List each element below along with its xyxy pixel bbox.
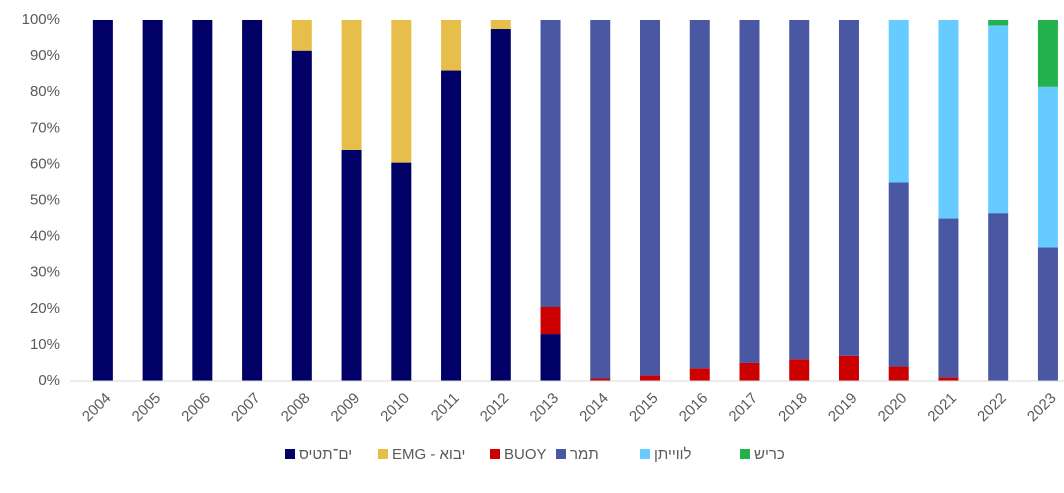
- legend-swatch: [640, 449, 650, 459]
- y-tick-label: 20%: [30, 300, 60, 317]
- x-tick-label: 2019: [825, 390, 861, 426]
- x-tick-label: 2015: [626, 390, 662, 426]
- legend-label: ים־תטיס: [299, 446, 352, 463]
- x-tick-label: 2012: [477, 390, 513, 426]
- x-tick-label: 2022: [974, 390, 1010, 426]
- y-tick-label: 30%: [30, 264, 60, 281]
- bar-segment: [142, 20, 163, 381]
- y-tick-label: 80%: [30, 83, 60, 100]
- x-tick-label: 2008: [278, 390, 314, 426]
- bar-segment: [291, 50, 312, 382]
- bar-segment: [341, 20, 362, 150]
- y-tick-label: 10%: [30, 336, 60, 353]
- bar-segment: [1037, 247, 1058, 381]
- bar-segment: [291, 20, 312, 51]
- bar-segment: [391, 20, 412, 163]
- y-tick-label: 70%: [30, 119, 60, 136]
- bar-segment: [640, 20, 661, 376]
- bar-segment: [441, 20, 462, 71]
- x-tick-label: 2023: [1024, 390, 1060, 426]
- x-tick-label: 2007: [228, 390, 264, 426]
- bar-segment: [888, 182, 909, 367]
- bar-segment: [540, 306, 561, 335]
- legend-label: EMG - יבוא: [392, 446, 465, 463]
- x-tick-label: 2021: [924, 390, 960, 426]
- bar-segment: [341, 149, 362, 381]
- bar-segment: [689, 368, 710, 381]
- bar-segment: [590, 378, 611, 381]
- bar-segment: [1037, 86, 1058, 248]
- x-tick-label: 2013: [527, 390, 563, 426]
- legend-label: BUOY: [504, 446, 547, 463]
- x-tick-label: 2014: [576, 390, 612, 426]
- bar-segment: [789, 20, 810, 360]
- x-tick-label: 2010: [377, 390, 413, 426]
- bar-segment: [838, 20, 859, 356]
- x-tick-label: 2006: [178, 390, 214, 426]
- legend-label: תמר: [570, 446, 599, 463]
- x-tick-label: 2009: [328, 390, 364, 426]
- bar-segment: [988, 25, 1009, 214]
- legend-swatch: [740, 449, 750, 459]
- bar-segment: [92, 20, 113, 381]
- bar-segment: [789, 359, 810, 381]
- bar-segment: [490, 29, 511, 382]
- x-tick-label: 2004: [79, 390, 115, 426]
- x-tick-label: 2005: [129, 390, 165, 426]
- bar-segment: [689, 20, 710, 369]
- x-tick-label: 2020: [875, 390, 911, 426]
- bar-segment: [739, 362, 760, 381]
- bar-segment: [590, 20, 611, 379]
- legend-swatch: [285, 449, 295, 459]
- bar-segment: [242, 20, 263, 381]
- bar-segment: [888, 20, 909, 183]
- bar-segment: [490, 20, 511, 30]
- legend-swatch: [378, 449, 388, 459]
- x-tick-label: 2017: [726, 390, 762, 426]
- x-tick-label: 2016: [676, 390, 712, 426]
- y-tick-label: 90%: [30, 47, 60, 64]
- bar-segment: [988, 20, 1009, 26]
- y-tick-label: 100%: [22, 11, 60, 28]
- bar-segment: [938, 20, 959, 219]
- y-tick-label: 0%: [38, 372, 60, 389]
- legend-swatch: [490, 449, 500, 459]
- bar-segment: [1037, 20, 1058, 87]
- bar-segment: [540, 334, 561, 381]
- bar-segment: [391, 162, 412, 381]
- bar-segment: [938, 377, 959, 381]
- bar-segment: [640, 375, 661, 381]
- x-tick-label: 2011: [428, 390, 463, 425]
- legend-label: כריש: [754, 446, 785, 463]
- bar-segment: [838, 355, 859, 381]
- bar-segment: [938, 218, 959, 378]
- bar-segment: [739, 20, 760, 363]
- bar-segment: [888, 366, 909, 381]
- x-tick-label: 2018: [775, 390, 811, 426]
- y-tick-label: 60%: [30, 155, 60, 172]
- bar-segment: [192, 20, 213, 381]
- bar-segment: [441, 70, 462, 381]
- legend-swatch: [556, 449, 566, 459]
- bar-segment: [988, 213, 1009, 381]
- bar-segment: [540, 20, 561, 307]
- y-tick-label: 50%: [30, 191, 60, 208]
- y-tick-label: 40%: [30, 228, 60, 245]
- legend-label: לווייתן: [654, 446, 692, 463]
